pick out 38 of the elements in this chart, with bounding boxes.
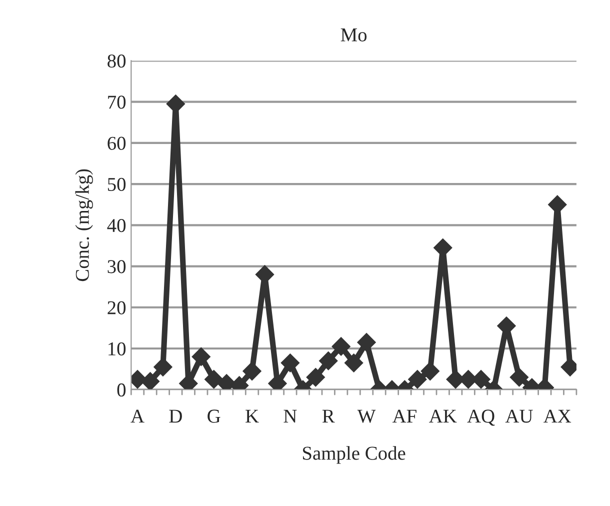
x-tick-label: AQ: [467, 410, 495, 426]
x-tick-label: D: [169, 410, 182, 423]
point: [204, 370, 224, 389]
x-tick-label: AF: [392, 410, 416, 423]
point: [420, 362, 440, 380]
x-tick-label: AU: [505, 410, 533, 423]
x-tick-label: N: [284, 410, 297, 423]
chart-title: Mo: [340, 28, 367, 42]
y-tick-label: 20: [108, 301, 126, 314]
point: [510, 368, 529, 387]
y-tick-label: 0: [117, 383, 126, 397]
y-axis-title: Conc. (mg/kg): [75, 169, 93, 282]
point: [242, 362, 262, 380]
point: [140, 372, 160, 390]
x-tick-label: K: [246, 410, 259, 423]
point: [192, 347, 210, 366]
point: [408, 370, 427, 389]
x-axis-title: Sample Code: [302, 446, 406, 464]
y-tick-label: 30: [108, 260, 126, 274]
y-tick-label: 80: [108, 54, 126, 68]
x-tick-label: G: [208, 410, 220, 423]
x-tick-label: R: [322, 410, 335, 423]
point: [357, 332, 376, 352]
point: [332, 337, 350, 356]
y-tick-label: 40: [107, 218, 126, 232]
point: [280, 354, 300, 372]
y-tick-label: 70: [108, 96, 126, 109]
x-tick-label: W: [357, 410, 376, 423]
point: [318, 351, 338, 370]
y-tick-label: 50: [108, 178, 126, 191]
y-tick-label: 10: [108, 342, 126, 356]
point: [154, 358, 172, 376]
x-tick-label: AK: [429, 410, 457, 423]
x-tick-label: A: [130, 410, 144, 423]
point: [306, 368, 325, 387]
point: [344, 354, 364, 372]
y-tick-label: 60: [108, 136, 126, 150]
x-tick-label: AX: [544, 410, 572, 423]
